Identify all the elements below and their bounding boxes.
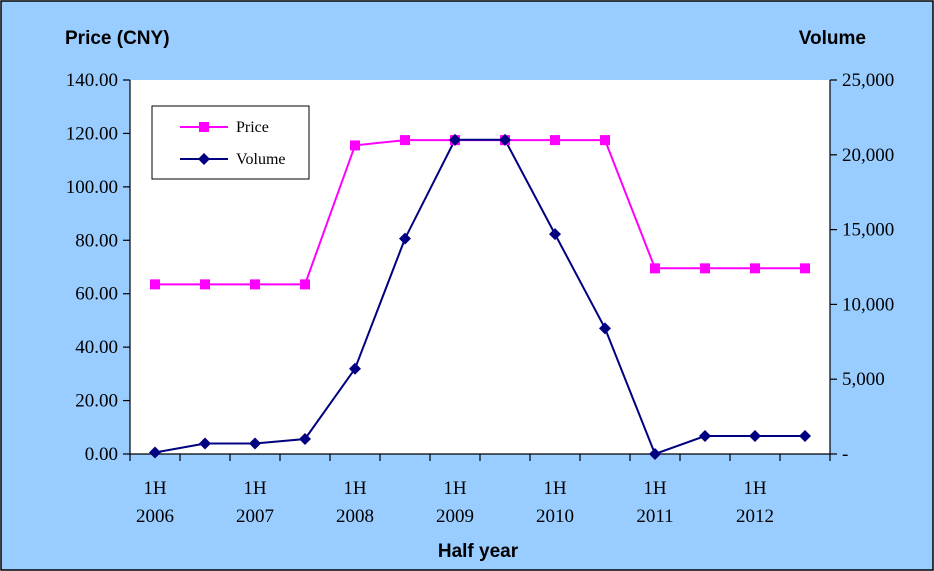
x-tick-label: 1H 2008 xyxy=(336,478,374,527)
volume-point xyxy=(499,133,511,146)
legend-box xyxy=(151,105,310,180)
volume-point xyxy=(699,430,711,443)
volume-point xyxy=(299,433,311,446)
x-tick-label: 1H 2011 xyxy=(636,478,673,527)
axes: 0.00 20.00 40.00 60.00 80.00 100.00 120.00 140.… xyxy=(66,70,895,527)
volume-point xyxy=(599,322,611,335)
price-point xyxy=(150,279,160,290)
legend-price-label: Price xyxy=(236,119,269,136)
volume-point xyxy=(249,437,261,450)
price-point xyxy=(250,279,260,290)
y-tick-label: 80.00 xyxy=(75,230,118,251)
volume-point xyxy=(449,133,461,146)
volume-point xyxy=(149,446,161,459)
price-point xyxy=(550,135,560,146)
volume-point xyxy=(649,448,661,460)
y-tick-label: 120.00 xyxy=(66,123,118,144)
y-tick-label: 60.00 xyxy=(75,284,118,305)
x-tick-label: 1H 2012 xyxy=(736,478,774,527)
y2-tick-label: 10,000 xyxy=(842,294,894,315)
y2-axis-title: Volume xyxy=(799,28,866,49)
y-tick-label: 20.00 xyxy=(75,391,118,412)
y-tick-label: 0.00 xyxy=(85,444,118,465)
legend-volume-label: Volume xyxy=(236,151,285,168)
volume-point xyxy=(749,430,761,443)
price-point xyxy=(350,140,360,151)
legend-volume-marker xyxy=(198,153,210,165)
y2-tick-label: - xyxy=(842,444,848,465)
y-tick-label: 40.00 xyxy=(75,337,118,358)
series-markers xyxy=(149,133,811,460)
x-tick-label: 1H 2006 xyxy=(136,478,174,527)
price-point xyxy=(800,263,810,274)
volume-line xyxy=(154,138,805,456)
y-tick-label: 100.00 xyxy=(66,177,118,198)
volume-point xyxy=(799,430,811,443)
price-point xyxy=(750,263,760,274)
price-point xyxy=(650,263,660,274)
x-tick-label: 1H 2010 xyxy=(536,478,574,527)
volume-point xyxy=(349,362,361,375)
volume-point xyxy=(549,228,561,241)
legend-price-marker xyxy=(199,122,209,132)
x-axis-title: Half year xyxy=(438,541,519,562)
price-point xyxy=(200,279,210,290)
y-axis-title: Price (CNY) xyxy=(65,28,170,49)
x-tick-label: 1H 2007 xyxy=(236,478,274,527)
price-point xyxy=(300,279,310,290)
y2-tick-label: 25,000 xyxy=(842,70,894,91)
legend: Price Volume xyxy=(151,105,310,180)
price-point xyxy=(400,135,410,146)
y-tick-label: 140.00 xyxy=(66,70,118,91)
series-lines xyxy=(154,138,805,456)
price-point xyxy=(600,135,610,146)
y2-tick-label: 20,000 xyxy=(842,145,894,166)
volume-point xyxy=(199,437,211,450)
y2-tick-label: 15,000 xyxy=(842,220,894,241)
y2-tick-label: 5,000 xyxy=(842,369,885,390)
price-point xyxy=(700,263,710,274)
volume-point xyxy=(399,232,411,245)
x-tick-label: 1H 2009 xyxy=(436,478,474,527)
